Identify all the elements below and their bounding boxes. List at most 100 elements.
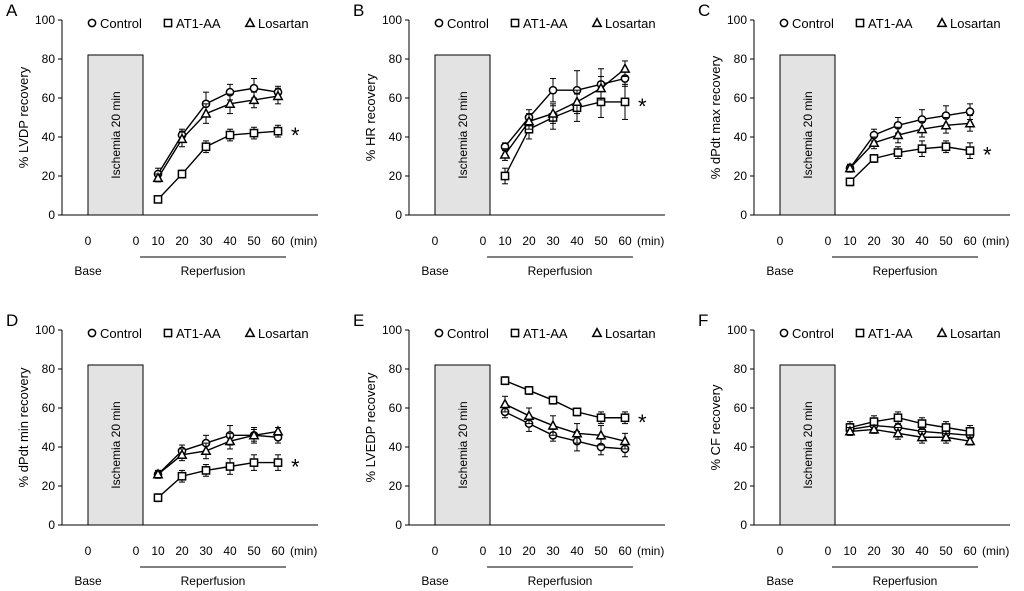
y-tick-label: 20 — [42, 479, 56, 493]
significance-star: * — [638, 94, 647, 119]
data-point — [619, 435, 631, 446]
y-tick-label: 0 — [740, 208, 747, 222]
legend-label: AT1-AA — [176, 326, 221, 341]
y-tick-label: 40 — [734, 440, 748, 454]
data-point — [595, 429, 607, 440]
y-tick-label: 60 — [42, 91, 56, 105]
y-tick-label: 20 — [734, 479, 748, 493]
x-tick-label: 50 — [939, 234, 953, 248]
series-line — [504, 403, 626, 442]
legend-label: Losartan — [605, 16, 656, 31]
x-unit-label: (min) — [637, 234, 664, 248]
data-point — [177, 471, 187, 481]
data-point — [153, 195, 163, 204]
legend-label: AT1-AA — [523, 16, 568, 31]
legend-label: AT1-AA — [176, 16, 221, 31]
data-point — [548, 85, 558, 95]
legend-marker-circle — [87, 18, 97, 28]
y-axis-label: % HR recovery — [363, 73, 378, 161]
series-line — [157, 87, 279, 175]
y-tick-label: 40 — [389, 130, 403, 144]
x-tick-label: 60 — [618, 234, 632, 248]
series-line — [504, 68, 626, 155]
x-tick-label: 60 — [963, 234, 977, 248]
x-tick-label: 60 — [963, 544, 977, 558]
data-point — [619, 62, 631, 73]
x-tick-label: 20 — [175, 544, 189, 558]
y-tick-label: 100 — [727, 13, 747, 27]
reperfusion-label: Reperfusion — [873, 574, 938, 588]
data-point — [940, 119, 952, 130]
data-point — [201, 466, 211, 475]
x-tick-label: 60 — [271, 544, 285, 558]
data-point — [965, 427, 975, 436]
data-point — [523, 409, 535, 420]
series-line — [849, 110, 971, 169]
x-tick-label: 20 — [867, 234, 881, 248]
data-point — [892, 427, 904, 438]
legend-marker-square — [855, 328, 865, 338]
x-tick-label: 30 — [891, 234, 905, 248]
series-losartan — [152, 87, 284, 183]
data-point — [620, 413, 630, 423]
x-tick-label: 40 — [223, 544, 237, 558]
legend-label: Control — [447, 16, 489, 31]
data-point — [273, 126, 283, 136]
data-point — [571, 95, 583, 107]
x-tick-label: 40 — [223, 234, 237, 248]
data-point — [177, 169, 187, 179]
x-tick-label: 0 — [480, 234, 487, 248]
significance-star: * — [291, 123, 300, 148]
y-tick-label: 60 — [389, 91, 403, 105]
data-point — [916, 431, 928, 442]
significance-star: * — [291, 455, 300, 480]
data-point — [941, 142, 951, 152]
legend-marker-circle — [434, 18, 444, 28]
data-point — [844, 162, 856, 173]
legend-label: Losartan — [605, 326, 656, 341]
data-point — [523, 115, 535, 126]
y-tick-label: 0 — [48, 208, 55, 222]
x-tick-label: 10 — [843, 544, 857, 558]
x-tick-label: 30 — [199, 234, 213, 248]
y-tick-label: 40 — [42, 130, 56, 144]
data-point — [917, 144, 927, 154]
x-tick-label: 0 — [777, 234, 784, 248]
y-tick-label: 60 — [42, 401, 56, 415]
data-point — [500, 171, 510, 181]
base-label: Base — [421, 264, 449, 278]
reperfusion-label: Reperfusion — [528, 264, 593, 278]
y-tick-label: 100 — [382, 13, 402, 27]
reperfusion-label: Reperfusion — [873, 264, 938, 278]
x-tick-label: 60 — [618, 544, 632, 558]
significance-star: * — [983, 143, 992, 168]
x-tick-label: 0 — [480, 544, 487, 558]
panel-letter: A — [6, 1, 18, 20]
data-point — [941, 423, 951, 432]
y-tick-label: 80 — [389, 362, 403, 376]
data-point — [500, 376, 510, 386]
data-point — [272, 90, 284, 101]
series-losartan — [152, 425, 284, 479]
y-tick-label: 20 — [734, 169, 748, 183]
x-tick-label: 30 — [891, 544, 905, 558]
data-point — [892, 129, 904, 140]
legend-label: Control — [792, 326, 834, 341]
legend-label: AT1-AA — [868, 326, 913, 341]
x-tick-label: 40 — [570, 544, 584, 558]
x-tick-label: 10 — [151, 544, 165, 558]
x-tick-label: 0 — [85, 544, 92, 558]
data-point — [499, 148, 511, 159]
y-tick-label: 0 — [395, 208, 402, 222]
data-point — [596, 413, 606, 423]
series-control — [153, 78, 283, 181]
ischemia-box — [434, 54, 491, 216]
data-point — [917, 419, 927, 428]
significance-star: * — [638, 410, 647, 435]
x-tick-label: 20 — [867, 544, 881, 558]
x-tick-label: 0 — [85, 234, 92, 248]
ischemia-label: Ischemia 20 min — [109, 91, 123, 178]
data-point — [964, 117, 976, 128]
data-point — [224, 435, 236, 446]
